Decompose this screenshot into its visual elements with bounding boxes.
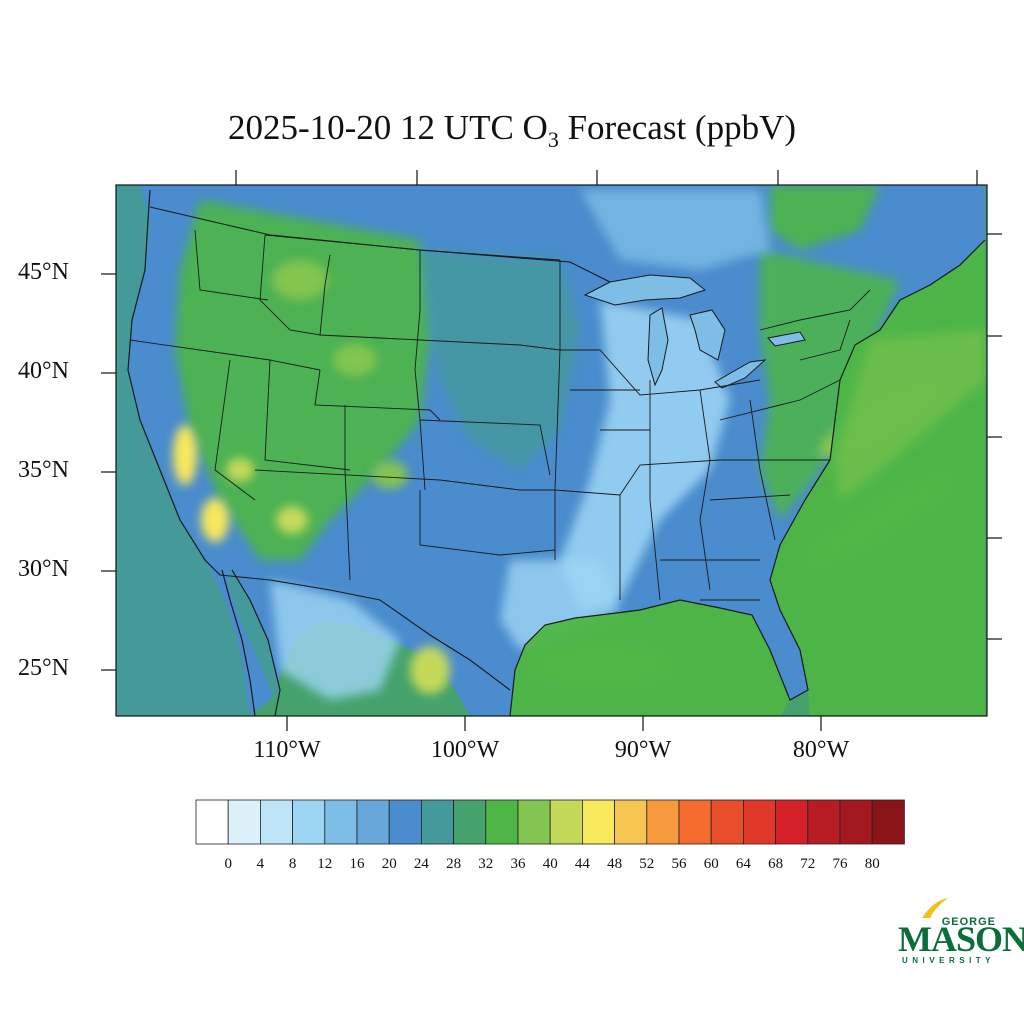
hotspot-arizona xyxy=(276,506,308,534)
lake-huron xyxy=(689,309,726,361)
title-rest: Forecast (ppbV) xyxy=(558,108,796,147)
colorbar-swatch xyxy=(710,799,744,845)
colorbar-tick-label: 48 xyxy=(607,856,623,872)
pacific-ocean xyxy=(116,185,250,716)
lat-label-35: 35°N xyxy=(18,457,69,483)
title-subscript: 3 xyxy=(547,127,559,152)
colorbar-swatch xyxy=(517,799,551,845)
hotspot-montana xyxy=(272,260,328,300)
hotspot-newmexico xyxy=(372,461,408,489)
colorbar-swatch xyxy=(581,799,615,845)
colorbar-swatch xyxy=(195,799,229,845)
field-gulf-lightblue xyxy=(500,560,620,650)
colorbar-tick-label: 0 xyxy=(224,856,232,872)
field-plains-teal xyxy=(420,250,580,470)
colorbar-swatch xyxy=(388,799,422,845)
colorbar-swatch xyxy=(485,799,519,845)
colorbar-swatch xyxy=(227,799,261,845)
logo-george: GEORGE xyxy=(941,916,996,928)
colorbar-tick-label: 68 xyxy=(768,856,784,872)
chart-title: 2025-10-20 12 UTC O3 Forecast (ppbV) xyxy=(0,108,1024,153)
colorbar-tick-label: 44 xyxy=(574,856,590,872)
hotspot-socal xyxy=(201,498,229,542)
lon-label-100: 100°W xyxy=(430,737,500,763)
colorbar-swatch xyxy=(420,799,454,845)
lake-superior xyxy=(583,274,707,306)
colorbar-tick-label: 16 xyxy=(349,856,365,872)
lake-michigan xyxy=(647,307,669,387)
tick-marks xyxy=(101,170,1002,731)
lon-label-110: 110°W xyxy=(253,737,321,763)
colorbar-tick-label: 76 xyxy=(832,856,848,872)
colorbar-swatch xyxy=(775,799,809,845)
colorbar-tick-label: 60 xyxy=(703,856,719,872)
colorbar-swatch xyxy=(871,799,905,845)
colorbar-swatch xyxy=(292,799,326,845)
colorbar-tick-label: 56 xyxy=(671,856,687,872)
map-frame xyxy=(115,184,988,717)
hotspot-mexico xyxy=(410,646,450,694)
colorbar-tick-label: 32 xyxy=(478,856,494,872)
colorbar-swatch xyxy=(743,799,777,845)
colorbar-tick-label: 64 xyxy=(735,856,751,872)
gmu-logo: GEORGE MASON UNIVERSITY xyxy=(898,896,1024,968)
logo-university: UNIVERSITY xyxy=(902,956,996,965)
colorbar-tick-label: 8 xyxy=(288,856,297,872)
colorbar-swatch xyxy=(678,799,712,845)
title-main: 2025-10-20 12 UTC O xyxy=(228,108,548,147)
lon-label-90: 90°W xyxy=(614,737,672,763)
ozone-map xyxy=(101,170,1002,731)
colorbar-swatch xyxy=(807,799,841,845)
logo-swoosh-icon xyxy=(922,898,948,918)
colorbar-tick-label: 24 xyxy=(413,856,429,872)
field-ne-lightblue xyxy=(580,190,770,270)
national-borders xyxy=(149,206,611,691)
coastlines xyxy=(127,189,986,716)
lat-label-45: 45°N xyxy=(18,259,69,285)
hotspot-sierra xyxy=(173,425,197,485)
field-mexico-lightblue xyxy=(270,580,400,700)
hotspot-nevada xyxy=(226,458,254,482)
colorbar-tick-label: 40 xyxy=(542,856,558,872)
gulf-of-mexico xyxy=(510,600,790,716)
lat-label-25: 25°N xyxy=(18,655,69,681)
colorbar-swatch xyxy=(453,799,487,845)
colorbar-swatch xyxy=(614,799,648,845)
colorbar-swatch xyxy=(839,799,873,845)
colorbar-tick-label: 72 xyxy=(800,856,816,872)
colorbar-swatch xyxy=(324,799,358,845)
colorbar-tick-label: 28 xyxy=(446,856,462,872)
colorbar-swatch xyxy=(646,799,680,845)
great-lakes xyxy=(583,274,806,389)
sea-of-cortez xyxy=(228,570,280,700)
colorbar-tick-label: 12 xyxy=(317,856,333,872)
lat-label-30: 30°N xyxy=(18,556,69,582)
colorbar-swatch xyxy=(356,799,390,845)
colorbar-swatch xyxy=(260,799,294,845)
hotspot-wyoming xyxy=(333,344,377,376)
colorbar xyxy=(195,799,905,845)
colorbar-swatch xyxy=(549,799,583,845)
atlantic-band-overlay xyxy=(835,330,985,500)
colorbar-tick-label: 36 xyxy=(510,856,526,872)
colorbar-tick-label: 4 xyxy=(256,856,265,872)
lake-ontario xyxy=(767,331,806,347)
field-canada-green xyxy=(770,185,880,250)
colorbar-tick-label: 20 xyxy=(381,856,397,872)
field-ohio-lightblue xyxy=(560,300,730,610)
lon-label-80: 80°W xyxy=(792,737,850,763)
colorbar-tick-label: 52 xyxy=(639,856,655,872)
lat-label-40: 40°N xyxy=(18,358,69,384)
lake-erie xyxy=(714,359,767,389)
colorbar-tick-label: 80 xyxy=(864,856,880,872)
logo-mason: MASON xyxy=(898,919,1024,959)
